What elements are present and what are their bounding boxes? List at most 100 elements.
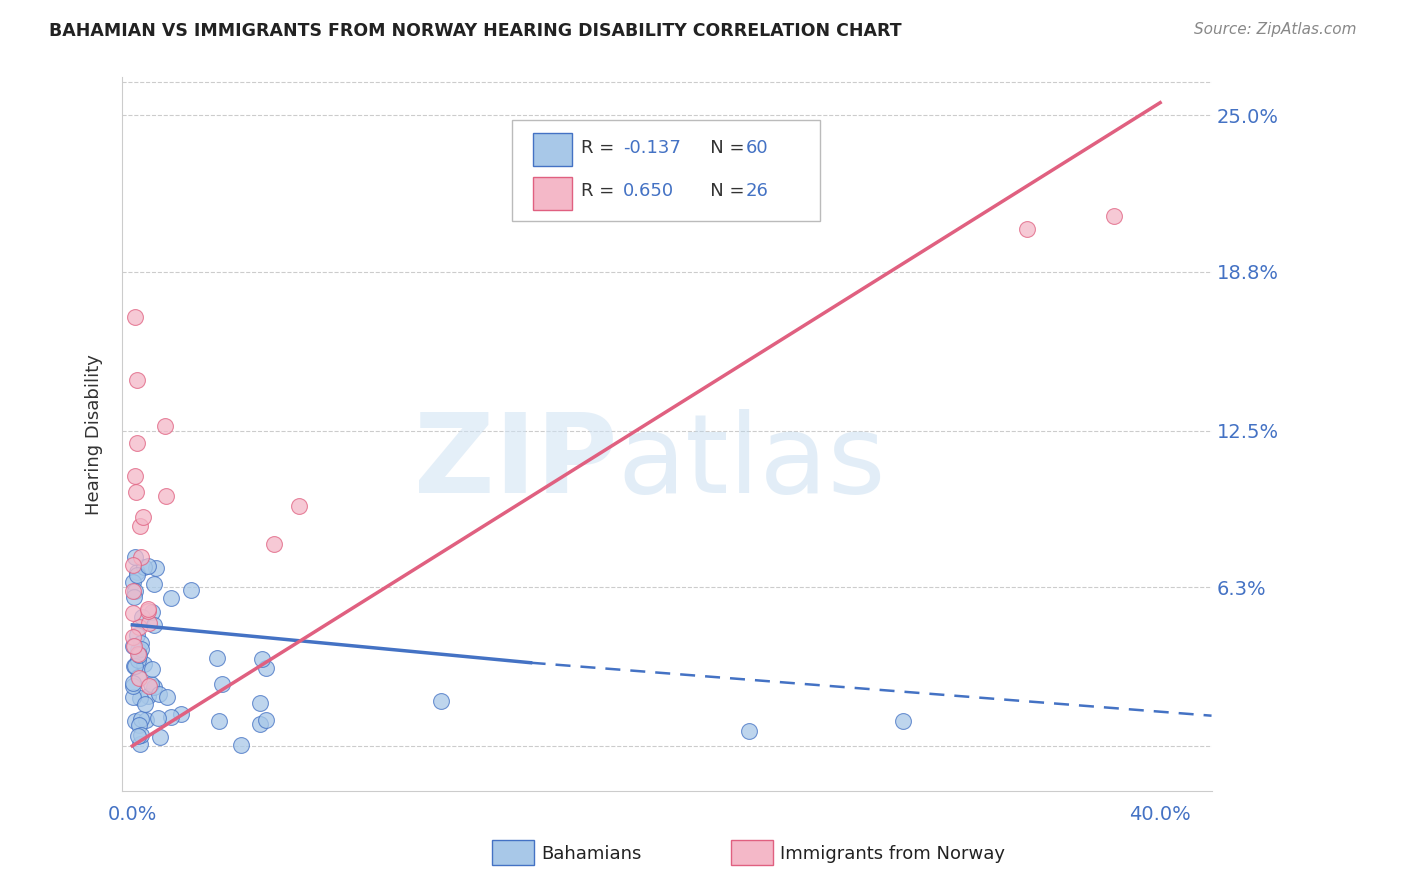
Point — [124, 714, 146, 729]
Text: Bahamians: Bahamians — [541, 845, 641, 863]
Point — [122, 640, 145, 654]
Point — [127, 373, 149, 387]
Text: 26: 26 — [745, 182, 768, 200]
Point — [128, 671, 150, 685]
Point — [891, 714, 914, 728]
Point — [127, 669, 149, 683]
Point — [129, 712, 152, 726]
Point — [131, 609, 153, 624]
Point — [122, 659, 145, 673]
Point — [250, 652, 273, 666]
Point — [160, 710, 183, 724]
Point — [122, 630, 145, 644]
Point — [127, 567, 149, 582]
Point — [124, 659, 146, 673]
Point — [129, 519, 152, 533]
Point — [156, 690, 179, 704]
Point — [136, 601, 159, 615]
Point — [170, 707, 193, 722]
Point — [121, 558, 143, 572]
Point — [124, 310, 146, 324]
Point — [132, 510, 155, 524]
Point — [160, 591, 183, 605]
Point — [146, 711, 169, 725]
Point — [128, 737, 150, 751]
Point — [249, 717, 271, 731]
Point — [127, 627, 149, 641]
Text: N =: N = — [693, 139, 751, 157]
Point — [429, 693, 451, 707]
Point — [128, 717, 150, 731]
Point — [122, 679, 145, 693]
Text: 0.650: 0.650 — [623, 182, 673, 200]
Point — [141, 662, 163, 676]
Point — [153, 419, 176, 434]
Point — [125, 566, 148, 580]
Point — [136, 604, 159, 618]
Point — [148, 687, 170, 701]
Point — [136, 690, 159, 704]
Point — [131, 728, 153, 742]
Point — [155, 489, 177, 503]
Point — [129, 636, 152, 650]
Text: Source: ZipAtlas.com: Source: ZipAtlas.com — [1194, 22, 1357, 37]
Point — [127, 653, 149, 667]
Point — [134, 559, 156, 574]
Point — [125, 485, 148, 500]
Point — [249, 696, 271, 710]
Point — [738, 723, 761, 738]
Text: Immigrants from Norway: Immigrants from Norway — [780, 845, 1005, 863]
Point — [263, 537, 285, 551]
Point — [124, 584, 146, 599]
Text: ZIP: ZIP — [415, 409, 617, 516]
Point — [129, 690, 152, 705]
Text: N =: N = — [693, 182, 751, 200]
Point — [138, 615, 160, 630]
Point — [141, 677, 163, 691]
Text: atlas: atlas — [617, 409, 886, 516]
Point — [254, 661, 277, 675]
Point — [124, 549, 146, 564]
Point — [135, 714, 157, 728]
Point — [142, 618, 165, 632]
Point — [134, 657, 156, 671]
Point — [122, 640, 145, 654]
Point — [127, 729, 149, 743]
Text: BAHAMIAN VS IMMIGRANTS FROM NORWAY HEARING DISABILITY CORRELATION CHART: BAHAMIAN VS IMMIGRANTS FROM NORWAY HEARI… — [49, 22, 901, 40]
Point — [138, 679, 160, 693]
Point — [254, 713, 277, 727]
Point — [124, 468, 146, 483]
Point — [122, 690, 145, 705]
Text: 60: 60 — [745, 139, 768, 157]
Point — [128, 648, 150, 662]
Point — [1102, 209, 1125, 223]
Point — [142, 576, 165, 591]
Point — [128, 620, 150, 634]
Point — [208, 714, 231, 728]
Point — [127, 648, 149, 662]
Point — [180, 582, 202, 597]
Point — [142, 681, 165, 695]
Point — [145, 561, 167, 575]
Point — [121, 607, 143, 621]
Point — [125, 435, 148, 450]
Point — [122, 583, 145, 598]
Point — [122, 590, 145, 604]
Point — [207, 651, 229, 665]
Text: 0.0%: 0.0% — [108, 805, 157, 824]
Point — [288, 500, 311, 514]
Point — [149, 730, 172, 744]
Point — [141, 605, 163, 619]
Text: R =: R = — [581, 139, 620, 157]
Point — [122, 574, 145, 589]
Point — [122, 676, 145, 690]
Point — [131, 641, 153, 656]
Y-axis label: Hearing Disability: Hearing Disability — [86, 354, 103, 515]
Point — [136, 559, 159, 574]
Text: 40.0%: 40.0% — [1129, 805, 1191, 824]
Point — [127, 643, 149, 657]
Point — [134, 697, 156, 711]
Point — [229, 738, 252, 752]
Text: -0.137: -0.137 — [623, 139, 681, 157]
Point — [211, 677, 233, 691]
